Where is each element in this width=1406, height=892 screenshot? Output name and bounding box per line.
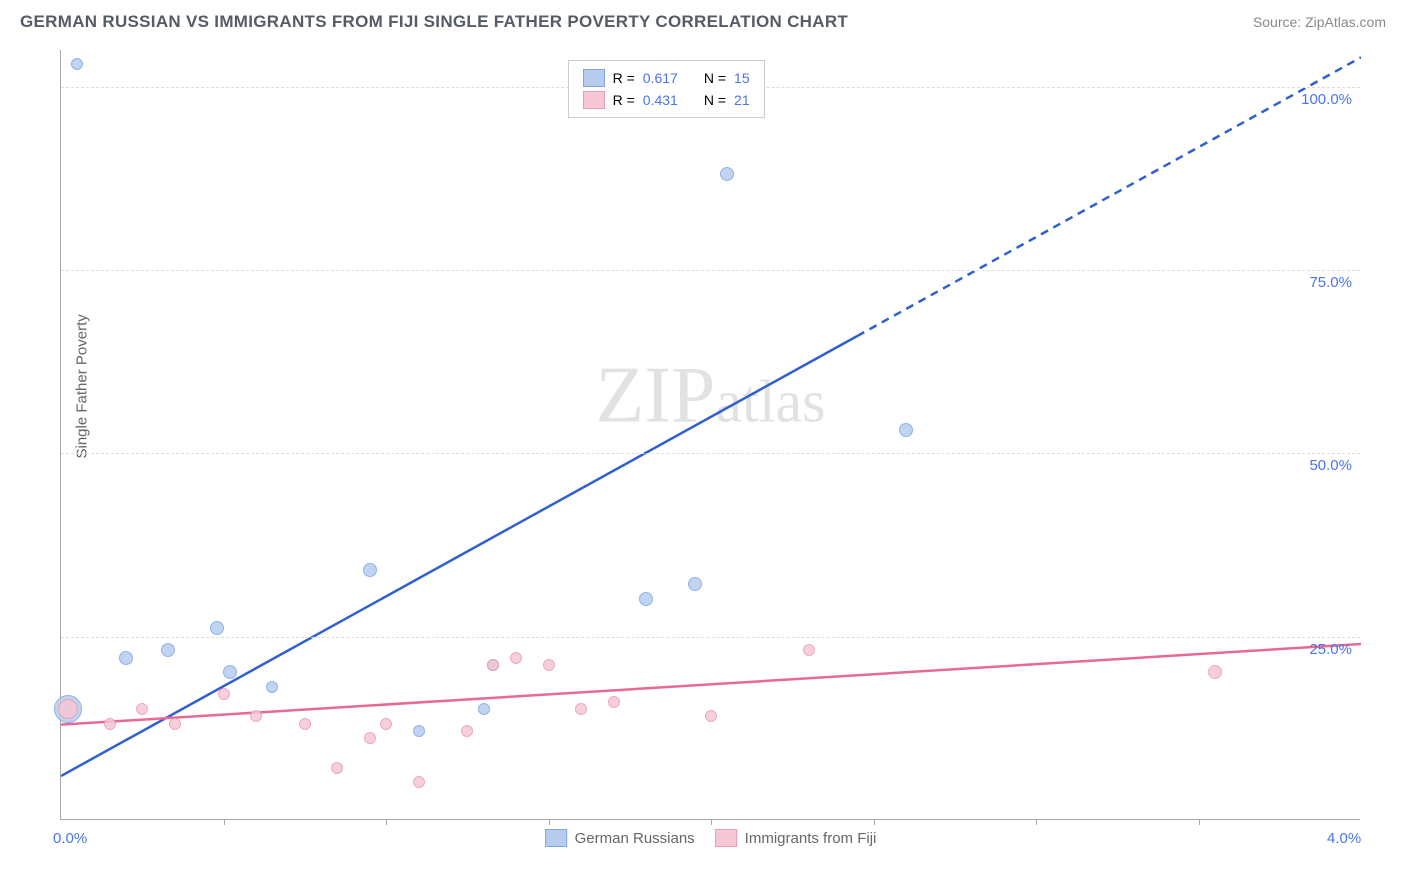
n-label: N = [704,92,726,108]
data-point-series1 [210,621,224,635]
data-point-series1 [363,563,377,577]
data-point-series2 [299,718,311,730]
y-tick-label: 75.0% [1309,274,1352,291]
x-tick [1036,819,1037,825]
data-point-series2 [803,644,815,656]
gridline [61,637,1360,638]
data-point-series2 [510,652,522,664]
n-label: N = [704,70,726,86]
legend-label-series1: German Russians [575,830,695,847]
data-point-series2 [331,762,343,774]
swatch-series2 [583,91,605,109]
x-tick [386,819,387,825]
trendlines-layer [61,50,1361,820]
data-point-series2 [543,659,555,671]
gridline [61,270,1360,271]
data-point-series2 [380,718,392,730]
source-label: Source: ZipAtlas.com [1253,14,1386,30]
r-label: R = [613,70,635,86]
data-point-series1 [899,423,913,437]
x-tick [1199,819,1200,825]
x-tick [224,819,225,825]
data-point-series1 [478,703,490,715]
data-point-series1 [688,577,702,591]
x-tick [874,819,875,825]
data-point-series1 [223,665,237,679]
data-point-series1 [266,681,278,693]
r-value-series2: 0.431 [643,92,678,108]
data-point-series2 [608,696,620,708]
data-point-series2 [487,659,499,671]
data-point-series2 [58,699,78,719]
n-value-series2: 21 [734,92,750,108]
legend-label-series2: Immigrants from Fiji [745,830,877,847]
correlation-legend: R = 0.617 N = 15 R = 0.431 N = 21 [568,60,765,118]
data-point-series2 [104,718,116,730]
data-point-series1 [639,592,653,606]
legend-row-series2: R = 0.431 N = 21 [583,89,750,111]
data-point-series2 [575,703,587,715]
gridline [61,453,1360,454]
chart-title: GERMAN RUSSIAN VS IMMIGRANTS FROM FIJI S… [20,12,848,32]
swatch-series2 [715,829,737,847]
series-legend: German Russians Immigrants from Fiji [545,829,877,847]
data-point-series2 [250,710,262,722]
data-point-series2 [364,732,376,744]
y-tick-label: 100.0% [1301,91,1352,108]
n-value-series1: 15 [734,70,750,86]
x-tick [711,819,712,825]
data-point-series2 [136,703,148,715]
legend-item-series2: Immigrants from Fiji [715,829,877,847]
data-point-series1 [413,725,425,737]
swatch-series1 [545,829,567,847]
y-tick-label: 25.0% [1309,641,1352,658]
data-point-series2 [461,725,473,737]
chart-container: Single Father Poverty ZIPatlas R = 0.617… [50,50,1386,850]
scatter-plot: ZIPatlas R = 0.617 N = 15 R = 0.431 N = … [60,50,1360,820]
data-point-series2 [218,688,230,700]
data-point-series2 [705,710,717,722]
r-value-series1: 0.617 [643,70,678,86]
swatch-series1 [583,69,605,87]
x-tick [549,819,550,825]
data-point-series2 [169,718,181,730]
y-tick-label: 50.0% [1309,457,1352,474]
r-label: R = [613,92,635,108]
x-tick-label: 4.0% [1327,830,1361,847]
data-point-series1 [161,643,175,657]
x-tick-label: 0.0% [53,830,87,847]
data-point-series2 [1208,665,1222,679]
legend-row-series1: R = 0.617 N = 15 [583,67,750,89]
legend-item-series1: German Russians [545,829,695,847]
data-point-series1 [71,58,83,70]
data-point-series2 [413,776,425,788]
data-point-series1 [720,167,734,181]
data-point-series1 [119,651,133,665]
